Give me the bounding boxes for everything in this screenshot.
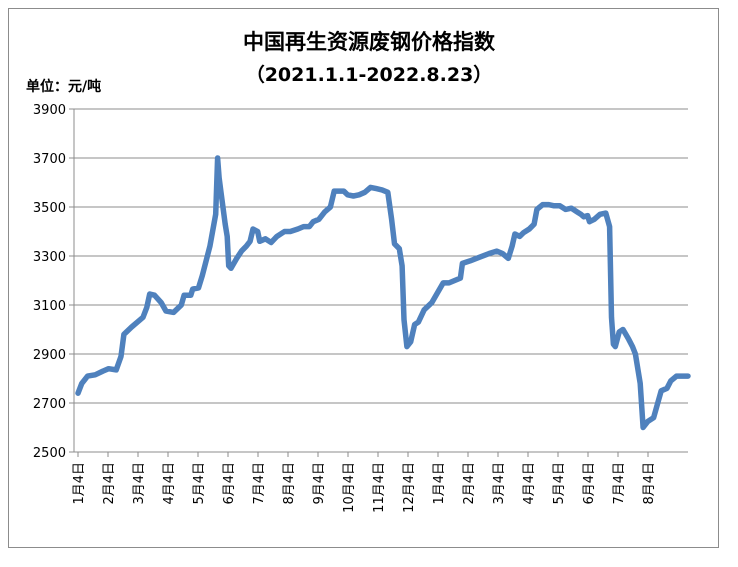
y-axis-ticks: 2500 2700 2900 3100 3300 3500 3700 3900: [33, 103, 66, 461]
chart-title: 中国再生资源废钢价格指数: [243, 30, 495, 54]
y-tick-label: 2500: [33, 446, 66, 461]
x-tick-label: 12月4日: [402, 462, 417, 513]
x-tick-label: 4月4日: [522, 462, 537, 505]
x-axis-ticks: 1月4日 2月4日 3月4日 4月4日 5月4日 6月4日 7月4日 8月4日 9月4日 10月4…: [72, 462, 657, 513]
y-tick-label: 3500: [33, 201, 66, 216]
chart-frame: [8, 8, 719, 548]
x-tick-label: 1月4日: [432, 462, 447, 505]
y-axis-unit-label: 单位：元/吨: [26, 79, 102, 95]
x-tick-label: 6月4日: [222, 462, 237, 505]
y-tick-label: 2900: [33, 348, 66, 363]
chart-subtitle: （2021.1.1-2022.8.23）: [245, 64, 493, 86]
x-tick-label: 9月4日: [312, 462, 327, 505]
x-tick-label: 4月4日: [162, 462, 177, 505]
x-tick-label: 2月4日: [462, 462, 477, 505]
gridlines: [74, 108, 688, 453]
x-tick-label: 6月4日: [582, 462, 597, 505]
x-tick-label: 5月4日: [192, 462, 207, 505]
y-tick-label: 3900: [33, 103, 66, 118]
series-layer: [75, 155, 691, 431]
x-tick-label: 2月4日: [102, 462, 117, 505]
x-tick-label: 5月4日: [552, 462, 567, 505]
x-tick-label: 10月4日: [342, 462, 357, 513]
axes: [69, 108, 688, 457]
x-tick-label: 3月4日: [132, 462, 147, 505]
x-tick-label: 8月4日: [282, 462, 297, 505]
x-tick-label: 11月4日: [372, 462, 387, 513]
x-tick-label: 8月4日: [642, 462, 657, 505]
y-tick-label: 3100: [33, 299, 66, 314]
x-tick-label: 7月4日: [612, 462, 627, 505]
y-tick-label: 3300: [33, 250, 66, 265]
x-tick-label: 1月4日: [72, 462, 87, 505]
x-tick-label: 3月4日: [492, 462, 507, 505]
x-tick-label: 7月4日: [252, 462, 267, 505]
y-tick-label: 2700: [33, 397, 66, 412]
y-tick-label: 3700: [33, 152, 66, 167]
series-line: [75, 155, 691, 431]
